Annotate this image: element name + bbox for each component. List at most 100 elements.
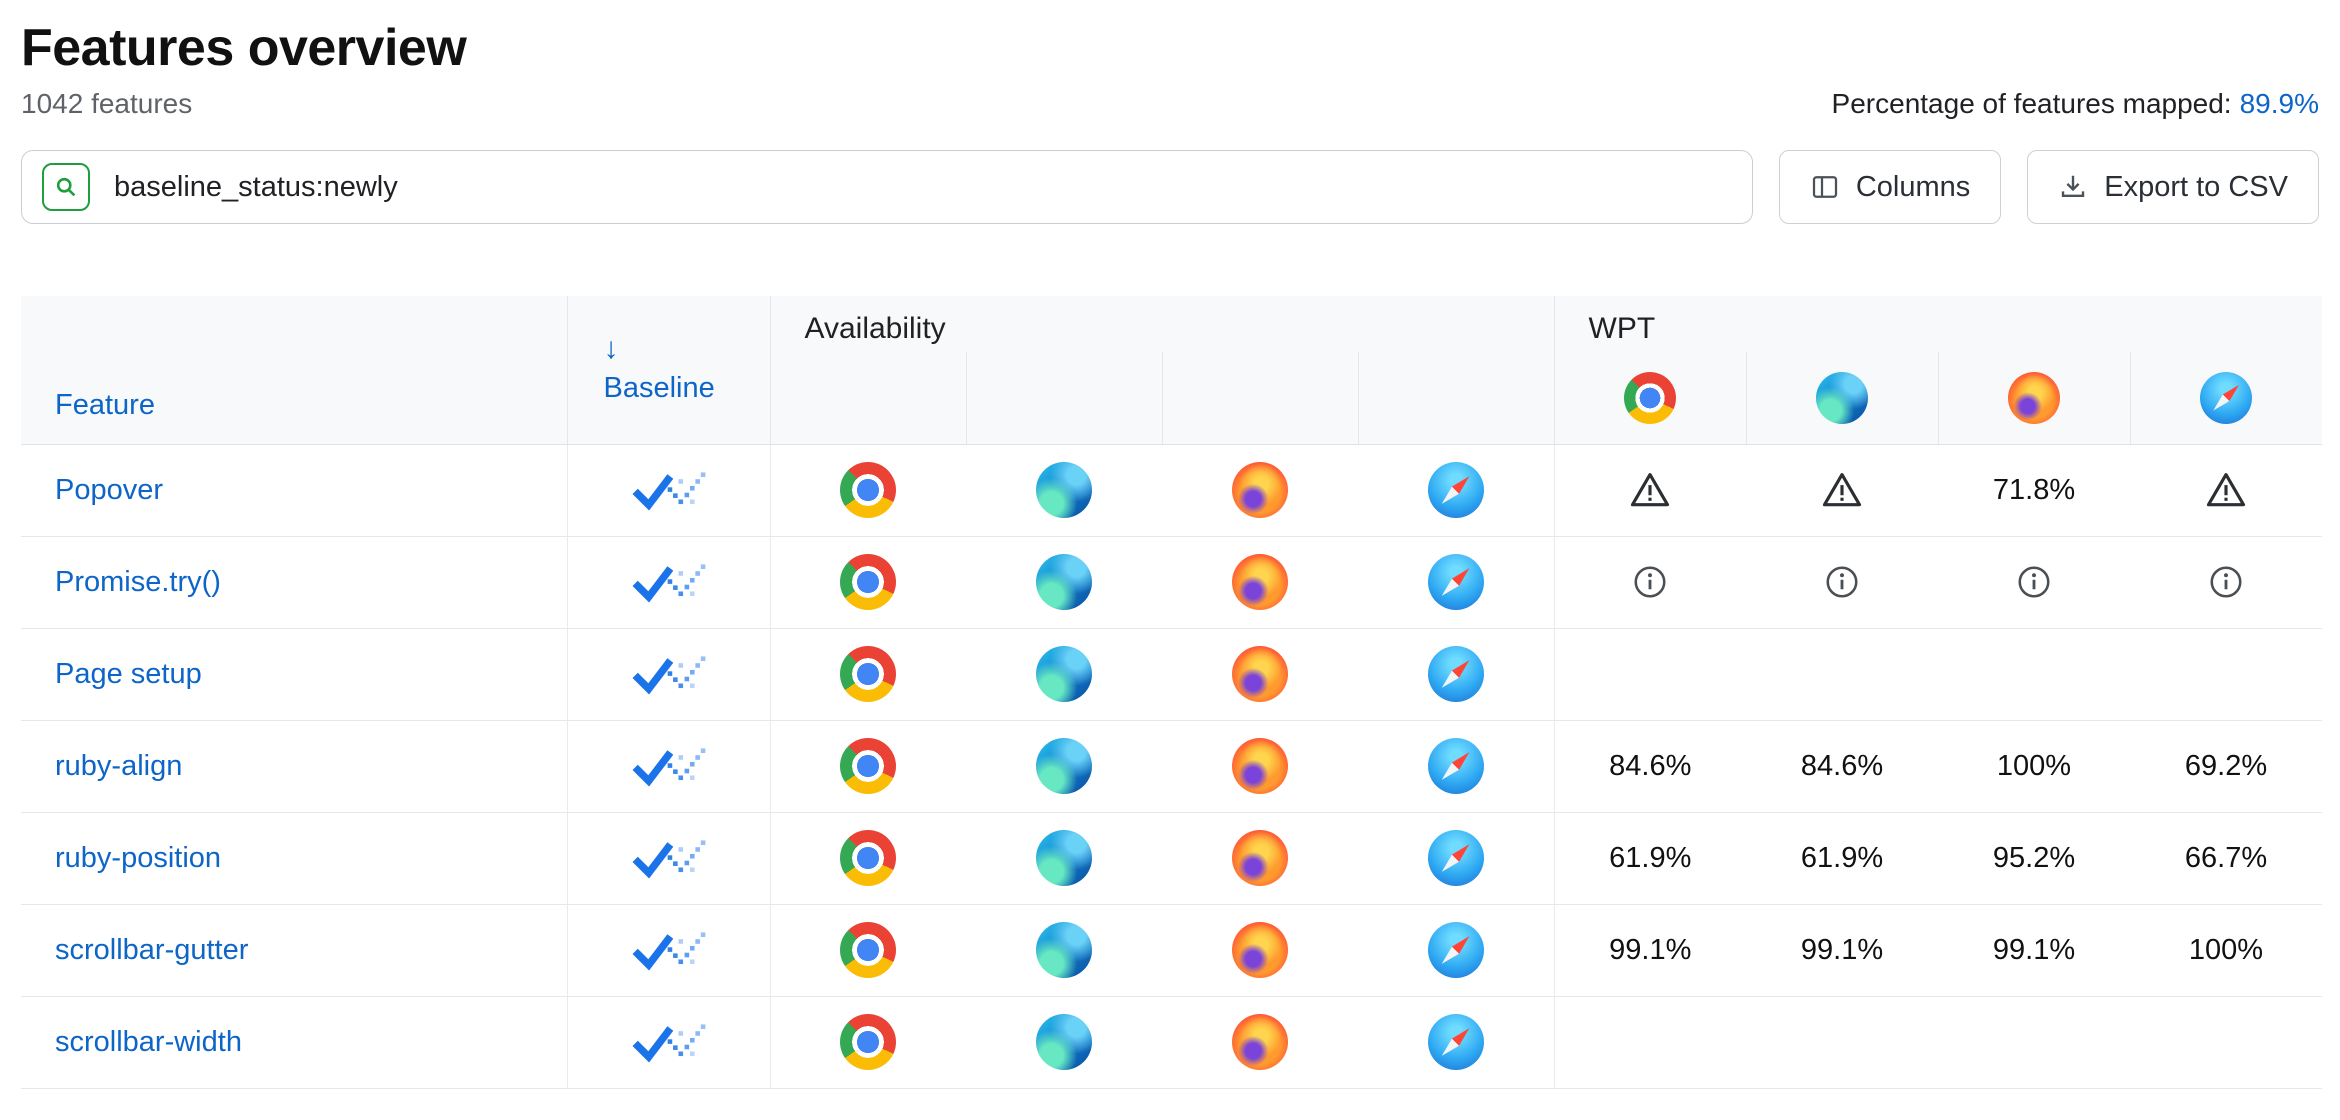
chrome-icon bbox=[840, 462, 897, 518]
page-title: Features overview bbox=[21, 19, 467, 77]
firefox-icon bbox=[1232, 462, 1288, 518]
availability-subheader bbox=[769, 352, 966, 445]
info-icon[interactable] bbox=[2207, 563, 2245, 601]
wpt-score: 100% bbox=[2188, 933, 2264, 966]
feature-link[interactable]: scrollbar-gutter bbox=[55, 933, 249, 966]
safari-icon bbox=[2200, 371, 2253, 424]
chrome-icon bbox=[1624, 371, 1676, 424]
wpt-group-header: WPT bbox=[1553, 296, 2323, 352]
chrome-icon bbox=[840, 1014, 897, 1070]
firefox-icon bbox=[1232, 1014, 1288, 1070]
chrome-icon bbox=[840, 922, 897, 978]
availability-subheader bbox=[965, 352, 1162, 445]
search-input[interactable] bbox=[112, 169, 1732, 205]
chrome-icon bbox=[840, 738, 897, 794]
wpt-safari-header bbox=[2129, 352, 2323, 445]
mapped-percentage: Percentage of features mapped: 89.9% bbox=[1832, 88, 2319, 120]
chrome-icon bbox=[840, 830, 897, 886]
safari-icon bbox=[1427, 462, 1484, 518]
columns-icon bbox=[1810, 172, 1840, 202]
warning-icon[interactable] bbox=[1629, 469, 1671, 511]
info-icon[interactable] bbox=[2015, 563, 2053, 601]
firefox-icon bbox=[2008, 371, 2060, 424]
safari-icon bbox=[1427, 646, 1484, 702]
edge-icon bbox=[1036, 830, 1092, 886]
wpt-score: 99.1% bbox=[1800, 933, 1884, 966]
mapped-label: Percentage of features mapped: bbox=[1831, 88, 2232, 119]
search-icon bbox=[42, 163, 90, 211]
wpt-firefox-header bbox=[1937, 352, 2130, 445]
warning-icon[interactable] bbox=[2205, 469, 2247, 511]
mapped-value-link[interactable]: 89.9% bbox=[2239, 88, 2319, 119]
baseline-newly-icon bbox=[627, 835, 711, 881]
baseline-newly-icon bbox=[627, 467, 711, 513]
baseline-newly-icon bbox=[627, 651, 711, 697]
availability-group-header: Availability bbox=[769, 296, 1554, 352]
wpt-score: 99.1% bbox=[1609, 933, 1692, 966]
table-row: ruby-align 84.6% 84.6% 100% 69.2% bbox=[21, 720, 2323, 813]
columns-button-label: Columns bbox=[1855, 170, 1971, 203]
feature-link[interactable]: scrollbar-width bbox=[55, 1025, 242, 1058]
export-csv-button[interactable]: Export to CSV bbox=[2027, 150, 2319, 224]
sort-feature-link[interactable]: Feature bbox=[55, 388, 155, 421]
safari-icon bbox=[1427, 738, 1484, 794]
table-row: scrollbar-gutter 99.1% 99.1% 99.1% 100% bbox=[21, 904, 2323, 997]
wpt-score: 95.2% bbox=[1992, 841, 2076, 874]
chrome-icon bbox=[840, 646, 897, 702]
safari-icon bbox=[1427, 554, 1484, 610]
chrome-icon bbox=[840, 554, 897, 610]
safari-icon bbox=[1427, 830, 1484, 886]
baseline-header-label: Baseline bbox=[603, 372, 715, 405]
feature-link[interactable]: Page setup bbox=[55, 657, 202, 690]
wpt-score: 61.9% bbox=[1800, 841, 1884, 874]
features-table: Feature ↓ Baseline Availability WPT bbox=[21, 296, 2323, 1089]
feature-link[interactable]: Popover bbox=[55, 473, 164, 506]
availability-subheader bbox=[1357, 352, 1554, 445]
firefox-icon bbox=[1232, 922, 1288, 978]
baseline-newly-icon bbox=[627, 927, 711, 973]
info-icon[interactable] bbox=[1823, 563, 1861, 601]
sort-baseline-link[interactable]: ↓ Baseline bbox=[604, 334, 770, 405]
info-icon[interactable] bbox=[1631, 563, 1669, 601]
wpt-score: 99.1% bbox=[1992, 933, 2076, 966]
wpt-score: 84.6% bbox=[1800, 749, 1884, 782]
edge-icon bbox=[1816, 371, 1868, 424]
baseline-newly-icon bbox=[627, 559, 711, 605]
warning-icon[interactable] bbox=[1821, 469, 1863, 511]
columns-button[interactable]: Columns bbox=[1778, 150, 2002, 224]
availability-subheader bbox=[1161, 352, 1358, 445]
export-button-label: Export to CSV bbox=[2104, 170, 2288, 203]
subtitle-row: 1042 features Percentage of features map… bbox=[21, 88, 2319, 120]
safari-icon bbox=[1427, 922, 1484, 978]
wpt-score: 66.7% bbox=[2184, 841, 2268, 874]
wpt-chrome-header bbox=[1553, 352, 1746, 445]
feature-link[interactable]: ruby-align bbox=[55, 749, 183, 782]
column-header-baseline: ↓ Baseline bbox=[566, 296, 770, 445]
firefox-icon bbox=[1232, 554, 1288, 610]
edge-icon bbox=[1036, 462, 1092, 518]
feature-count: 1042 features bbox=[21, 88, 193, 119]
baseline-newly-icon bbox=[627, 1019, 711, 1065]
table-row: scrollbar-width bbox=[21, 996, 2323, 1089]
wpt-score: 100% bbox=[1996, 749, 2072, 782]
wpt-score: 71.8% bbox=[1992, 473, 2076, 506]
download-icon bbox=[2058, 172, 2088, 202]
toolbar: Columns Export to CSV bbox=[21, 150, 2319, 224]
wpt-score: 69.2% bbox=[2184, 749, 2268, 782]
table-row: Page setup bbox=[21, 628, 2323, 721]
firefox-icon bbox=[1232, 646, 1288, 702]
table-row: Popover 71.8% bbox=[21, 444, 2323, 537]
wpt-score: 61.9% bbox=[1609, 841, 1692, 874]
column-header-feature: Feature bbox=[21, 296, 567, 445]
firefox-icon bbox=[1232, 738, 1288, 794]
baseline-newly-icon bbox=[627, 743, 711, 789]
search-box[interactable] bbox=[21, 150, 1753, 224]
wpt-score: 84.6% bbox=[1609, 749, 1692, 782]
feature-link[interactable]: ruby-position bbox=[55, 841, 222, 874]
firefox-icon bbox=[1232, 830, 1288, 886]
edge-icon bbox=[1036, 646, 1092, 702]
table-row: Promise.try() bbox=[21, 536, 2323, 629]
safari-icon bbox=[1427, 1014, 1484, 1070]
feature-link[interactable]: Promise.try() bbox=[55, 565, 221, 598]
